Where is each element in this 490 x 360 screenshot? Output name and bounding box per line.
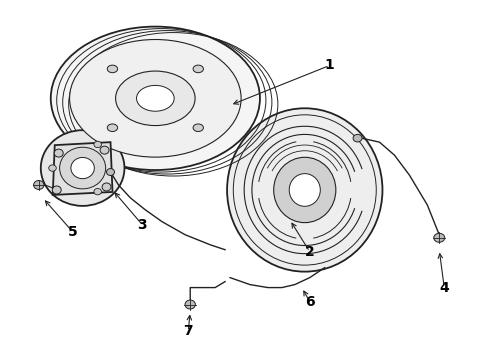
Ellipse shape — [34, 180, 44, 189]
Text: 3: 3 — [138, 218, 147, 232]
Ellipse shape — [70, 40, 241, 157]
Ellipse shape — [185, 300, 196, 309]
Ellipse shape — [289, 174, 320, 206]
Ellipse shape — [107, 65, 118, 73]
Ellipse shape — [353, 134, 362, 142]
Ellipse shape — [41, 130, 124, 206]
Ellipse shape — [52, 186, 61, 194]
Ellipse shape — [102, 183, 111, 191]
Text: 5: 5 — [68, 225, 77, 239]
Text: 7: 7 — [183, 324, 193, 338]
Ellipse shape — [94, 141, 101, 148]
Ellipse shape — [193, 124, 203, 131]
Ellipse shape — [274, 157, 336, 222]
Ellipse shape — [137, 85, 174, 111]
Ellipse shape — [54, 149, 63, 157]
Text: 6: 6 — [305, 294, 315, 309]
Ellipse shape — [49, 165, 56, 171]
Text: 4: 4 — [440, 280, 449, 294]
Ellipse shape — [94, 189, 101, 195]
Ellipse shape — [60, 147, 106, 189]
Ellipse shape — [193, 65, 203, 73]
Ellipse shape — [106, 168, 115, 176]
Text: 1: 1 — [325, 58, 335, 72]
Ellipse shape — [434, 233, 445, 242]
Ellipse shape — [51, 27, 260, 170]
Ellipse shape — [100, 146, 109, 154]
Text: 2: 2 — [305, 245, 315, 259]
Ellipse shape — [116, 71, 195, 126]
Ellipse shape — [227, 108, 383, 272]
Ellipse shape — [107, 124, 118, 131]
Ellipse shape — [71, 157, 95, 179]
Polygon shape — [53, 142, 113, 195]
